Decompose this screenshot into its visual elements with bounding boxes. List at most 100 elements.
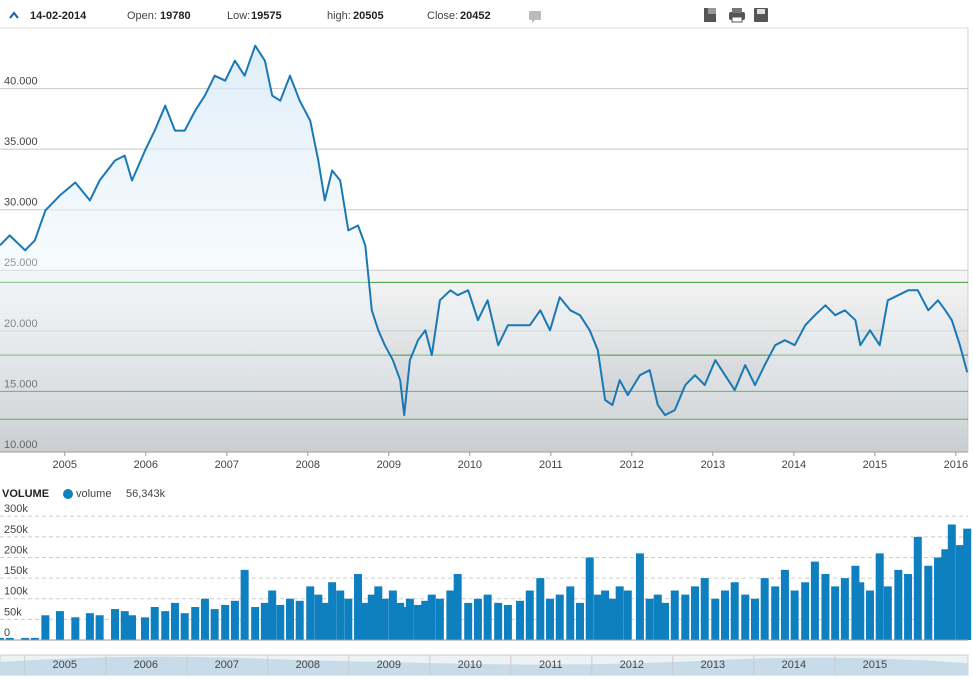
toolbar-icon[interactable] <box>704 8 716 22</box>
volume-bar <box>711 598 720 640</box>
volume-bar <box>140 617 149 640</box>
volume-bar <box>555 594 564 640</box>
open-value: 19780 <box>160 10 191 22</box>
volume-bar <box>41 615 50 640</box>
volume-bar <box>536 578 545 640</box>
volume-bar <box>128 615 137 640</box>
volume-bar <box>810 561 819 640</box>
volume-bar <box>615 586 624 640</box>
volume-bar <box>405 598 414 640</box>
volume-bar <box>720 590 729 640</box>
save-icon[interactable] <box>754 8 768 22</box>
volume-bar <box>623 590 632 640</box>
volume-bar <box>913 536 922 640</box>
y-tick-label: 0 <box>4 627 10 639</box>
volume-bar <box>260 602 269 640</box>
volume-bar <box>230 600 239 640</box>
high-value: 20505 <box>353 10 384 22</box>
volume-bar <box>575 602 584 640</box>
low-label: Low: <box>227 10 250 22</box>
volume-bar <box>268 590 277 640</box>
comment-icon[interactable] <box>529 11 541 23</box>
volume-bar <box>161 611 170 640</box>
navigator-year: 2006 <box>134 659 158 671</box>
volume-bar <box>453 574 462 640</box>
volume-bar <box>771 586 780 640</box>
volume-bar <box>191 607 200 640</box>
volume-bar <box>760 578 769 640</box>
y-tick-label: 250k <box>4 524 28 536</box>
volume-bar <box>700 578 709 640</box>
volume-bar <box>670 590 679 640</box>
volume-bar <box>851 565 860 640</box>
x-tick-label: 2012 <box>620 459 644 471</box>
navigator-year: 2015 <box>863 659 887 671</box>
volume-bar <box>525 590 534 640</box>
volume-bar <box>200 598 209 640</box>
price-line <box>0 44 969 417</box>
volume-bar <box>653 594 662 640</box>
y-tick-label: 300k <box>4 503 28 515</box>
volume-bar <box>221 604 230 640</box>
volume-bar <box>120 611 129 640</box>
volume-bar <box>730 582 739 640</box>
open-label: Open: <box>127 10 157 22</box>
volume-bar <box>170 602 179 640</box>
volume-bar <box>585 557 594 640</box>
navigator-year: 2008 <box>296 659 320 671</box>
y-tick-label: 150k <box>4 565 28 577</box>
volume-bar <box>5 637 14 640</box>
volume-bar <box>413 604 422 640</box>
close-label: Close: <box>427 10 458 22</box>
volume-bar <box>750 598 759 640</box>
volume-bar <box>314 594 323 640</box>
navigator-year: 2012 <box>620 659 644 671</box>
volume-bar <box>21 637 30 640</box>
x-tick-label: 2014 <box>782 459 806 471</box>
navigator-year: 2010 <box>458 659 482 671</box>
volume-bar <box>691 586 700 640</box>
volume-bar <box>328 582 337 640</box>
volume-bar <box>894 569 903 640</box>
x-tick-label: 2007 <box>215 459 239 471</box>
volume-bar <box>955 545 964 640</box>
navigator-year: 2014 <box>782 659 806 671</box>
volume-bar <box>367 594 376 640</box>
print-icon[interactable] <box>729 8 745 23</box>
volume-bar <box>180 613 189 640</box>
volume-bar <box>516 600 525 640</box>
volume-bar <box>344 598 353 640</box>
volume-bar <box>865 590 874 640</box>
volume-bar <box>840 578 849 640</box>
volume-bar <box>821 574 830 640</box>
volume-bar <box>421 600 430 640</box>
volume-bar <box>503 604 512 640</box>
volume-bar <box>295 600 304 640</box>
x-tick-label: 2006 <box>134 459 158 471</box>
volume-bar <box>111 609 120 640</box>
navigator-year: 2005 <box>53 659 77 671</box>
volume-bar <box>150 607 159 640</box>
volume-bar <box>306 586 315 640</box>
volume-bar <box>947 524 956 640</box>
header-date: 14-02-2014 <box>30 10 87 22</box>
navigator-year: 2007 <box>215 659 239 671</box>
collapse-arrow[interactable] <box>9 11 19 19</box>
volume-bar <box>635 553 644 640</box>
volume-bar <box>566 586 575 640</box>
x-tick-label: 2011 <box>539 459 563 471</box>
volume-bar <box>380 598 389 640</box>
volume-bar <box>446 590 455 640</box>
volume-bar <box>831 586 840 640</box>
volume-bar <box>320 602 329 640</box>
x-tick-label: 2016 <box>944 459 968 471</box>
x-tick-label: 2009 <box>377 459 401 471</box>
volume-bar <box>483 594 492 640</box>
volume-bar <box>361 602 370 640</box>
x-tick-label: 2013 <box>701 459 725 471</box>
volume-bar <box>0 637 4 640</box>
y-tick-label: 50k <box>4 606 22 618</box>
volume-bar <box>285 598 294 640</box>
navigator-year: 2013 <box>701 659 725 671</box>
